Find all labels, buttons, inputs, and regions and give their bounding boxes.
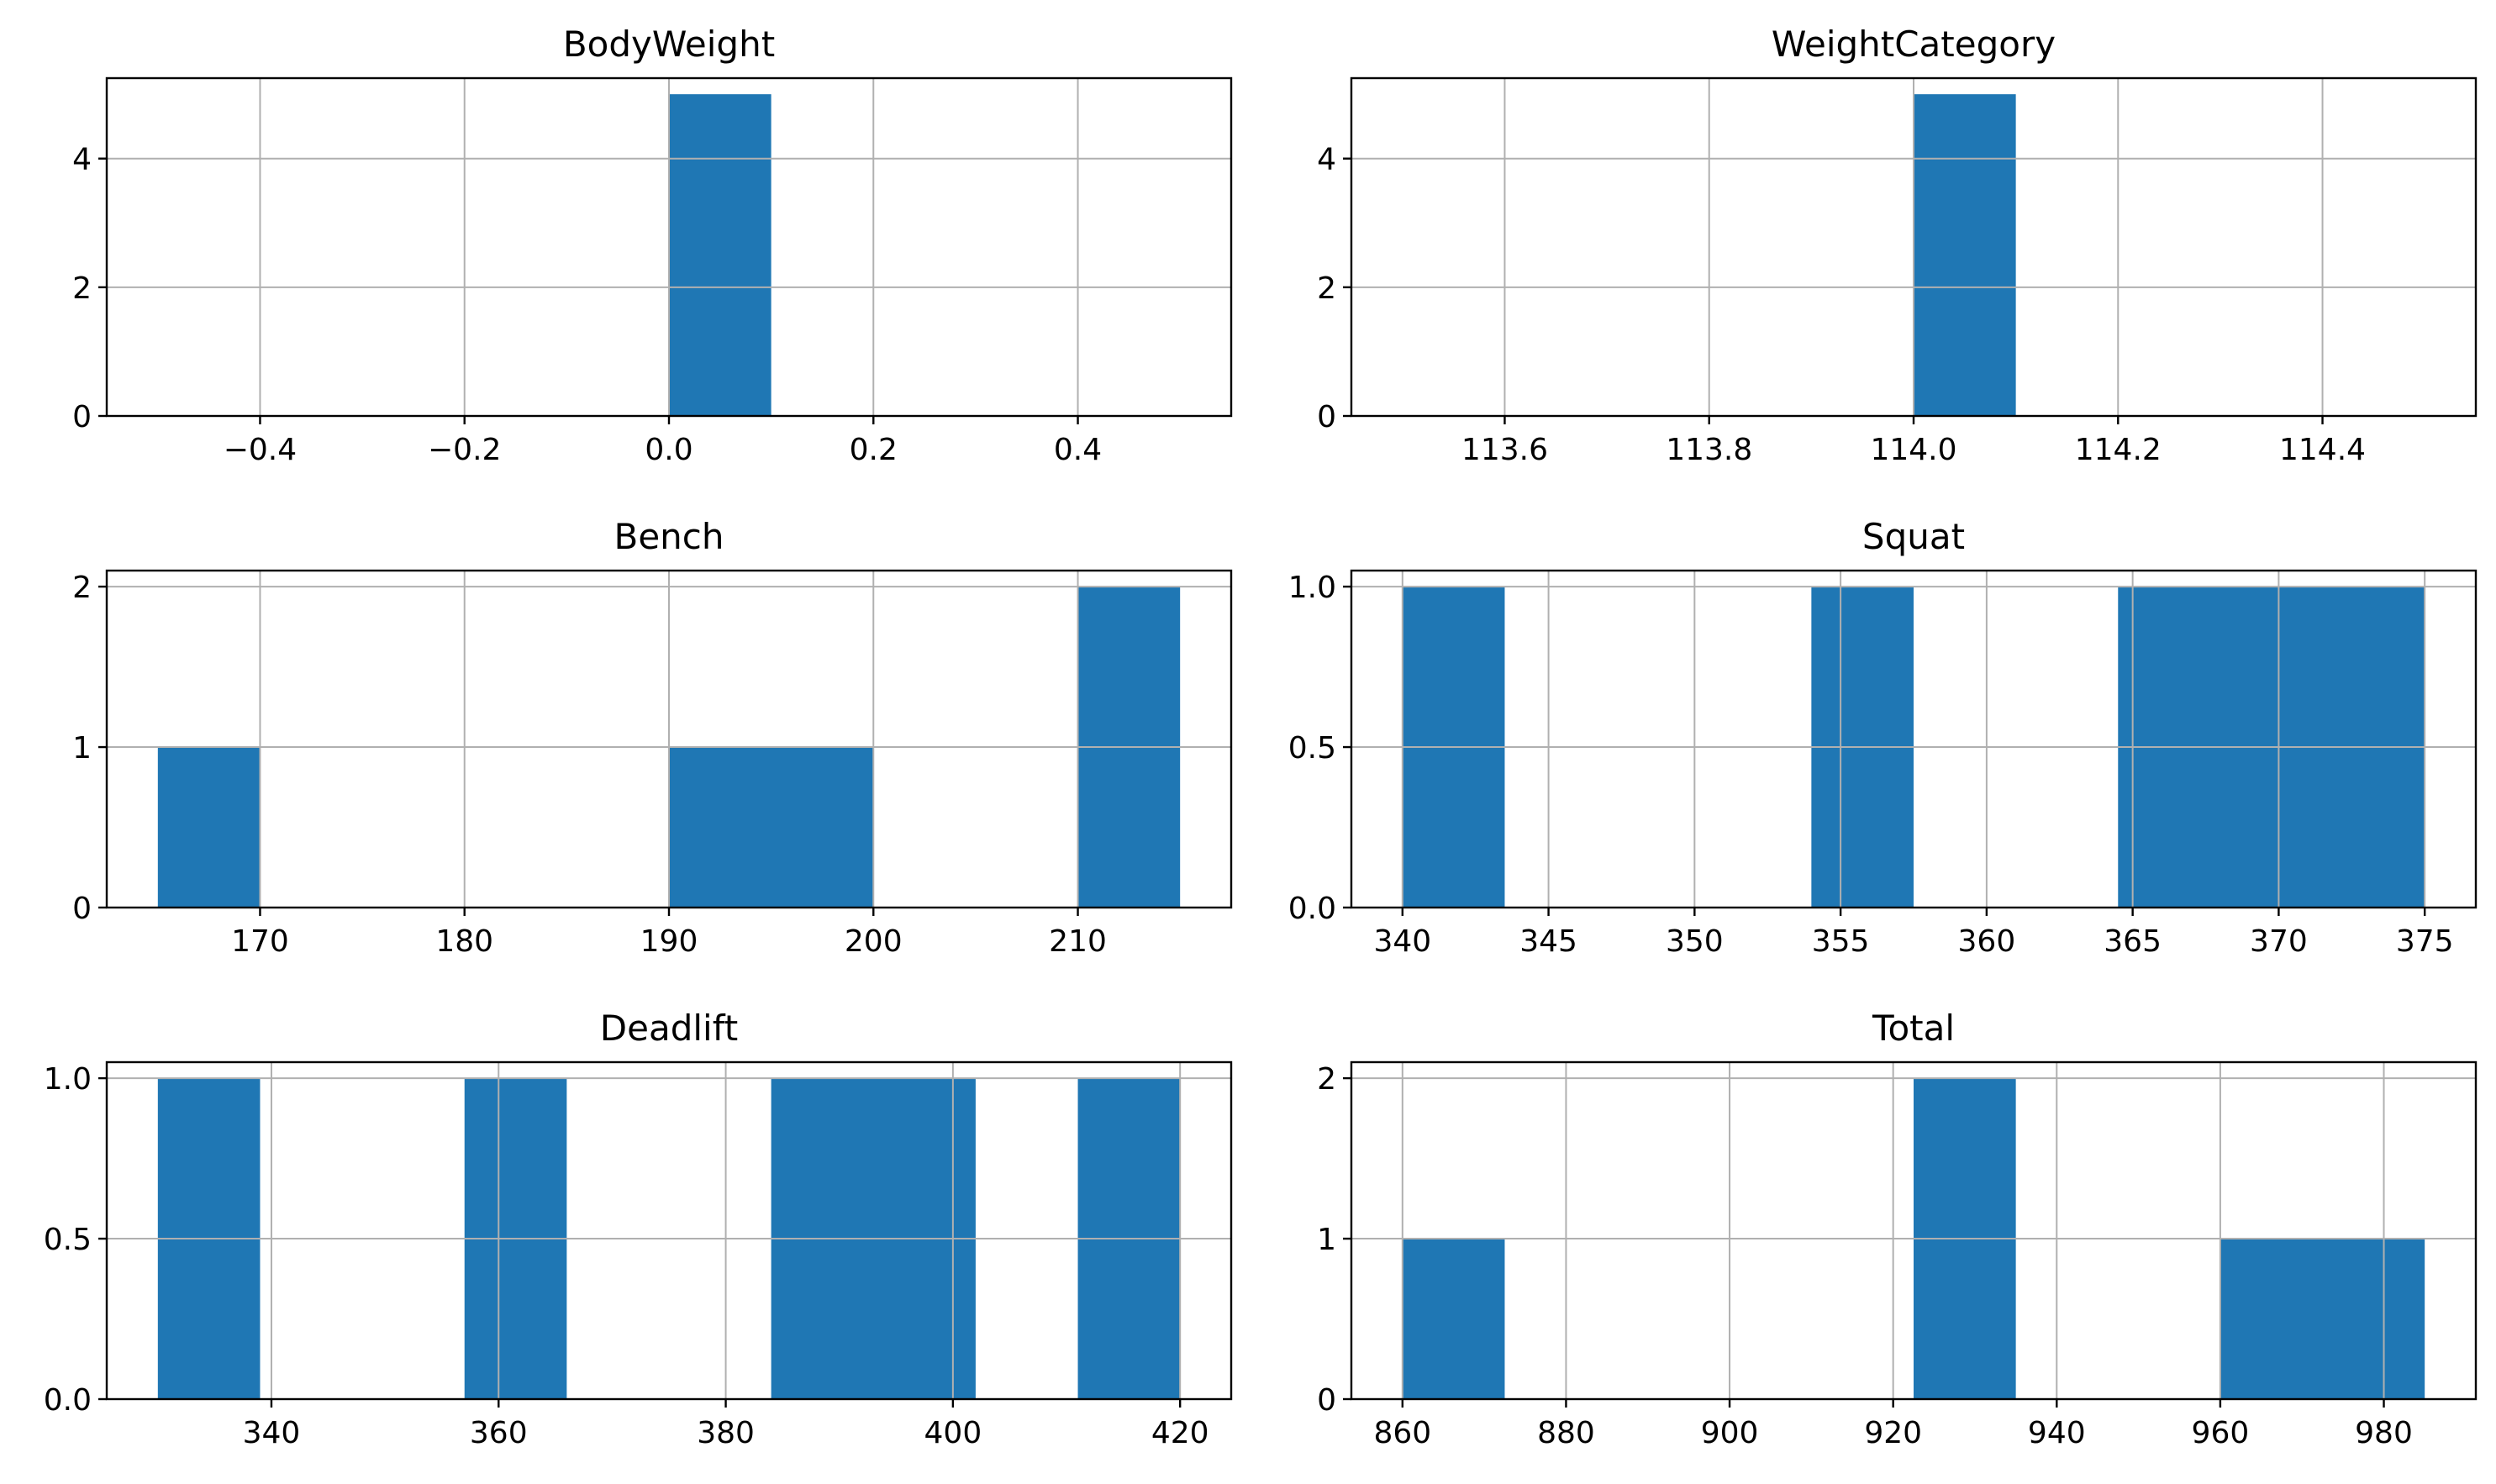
squat-x-tick-label: 340 [1373,924,1431,959]
weightcategory-subplot: WeightCategory 113.6 113.8 114.0 114.2 114.4 0… [1317,24,2478,467]
bench-bar [157,747,261,908]
bench-y-tick-label: 2 [72,571,92,605]
squat-x-tick-label: 350 [1666,924,1724,959]
squat-title: Squat [1862,516,1965,557]
bodyweight-y-tick-label: 2 [72,271,92,306]
squat-x-tick-label: 360 [1958,924,2016,959]
weightcategory-x-tick-label: 114.4 [2279,433,2366,467]
deadlift-subplot: Deadlift 340 360 380 400 420 0.0 0.5 1.0 [44,1008,1233,1450]
deadlift-y-tick-label: 1.0 [44,1062,92,1097]
weightcategory-bar [1914,94,2016,417]
total-x-tick-label: 920 [1864,1416,1922,1450]
bench-subplot: Bench 170 180 190 200 210 0 1 2 [72,516,1233,959]
bodyweight-subplot: BodyWeight −0.4 −0.2 0.0 0.2 0.4 0 2 4 [72,24,1233,467]
bodyweight-y-tick-label: 0 [72,400,92,434]
deadlift-y-tick-label: 0.0 [44,1383,92,1418]
weightcategory-x-tick-label: 113.6 [1461,433,1548,467]
deadlift-title: Deadlift [600,1008,738,1049]
deadlift-x-tick-label: 340 [243,1416,301,1450]
deadlift-x-tick-label: 400 [924,1416,982,1450]
total-x-tick-label: 880 [1537,1416,1595,1450]
weightcategory-x-tick-label: 114.0 [1870,433,1956,467]
deadlift-x-tick-label: 360 [470,1416,528,1450]
bench-x-tick-label: 200 [845,924,903,959]
total-x-tick-label: 960 [2192,1416,2250,1450]
squat-x-tick-label: 375 [2396,924,2454,959]
bench-bar [669,747,874,908]
total-x-tick-label: 860 [1373,1416,1431,1450]
total-bar [1402,1239,1505,1399]
total-bar [2220,1239,2425,1399]
bench-y-tick-label: 0 [72,892,92,926]
squat-y-tick-label: 1.0 [1288,571,1336,605]
bodyweight-x-tick-label: −0.4 [224,433,297,467]
bodyweight-bar [669,94,771,417]
weightcategory-title: WeightCategory [1772,24,2056,65]
deadlift-axes-frame [105,1060,1233,1401]
squat-x-tick-label: 345 [1519,924,1577,959]
weightcategory-y-tick-label: 4 [1317,143,1336,177]
squat-x-tick-label: 370 [2250,924,2308,959]
total-axes-frame [1350,1060,2478,1401]
total-x-tick-label: 980 [2355,1416,2413,1450]
deadlift-y-tick-label: 0.5 [44,1223,92,1257]
total-y-tick-label: 2 [1317,1062,1336,1097]
squat-axes-frame [1350,569,2478,909]
total-x-tick-label: 900 [1701,1416,1759,1450]
bench-x-tick-label: 180 [435,924,493,959]
bodyweight-x-tick-label: −0.2 [428,433,501,467]
squat-subplot: Squat 340 345 350 355 360 365 370 375 0.0 0.5 1.0 [1288,516,2478,959]
weightcategory-x-tick-label: 113.8 [1666,433,1752,467]
squat-y-tick-label: 0.0 [1288,892,1336,926]
weightcategory-y-tick-label: 2 [1317,271,1336,306]
total-y-tick-label: 1 [1317,1223,1336,1257]
bodyweight-title: BodyWeight [563,24,775,65]
bodyweight-x-tick-label: 0.4 [1054,433,1102,467]
deadlift-x-tick-label: 420 [1151,1416,1209,1450]
bench-y-tick-label: 1 [72,731,92,766]
bodyweight-x-tick-label: 0.0 [645,433,692,467]
bench-x-tick-label: 190 [640,924,698,959]
weightcategory-x-tick-label: 114.2 [2075,433,2162,467]
total-y-tick-label: 0 [1317,1383,1336,1418]
squat-y-tick-label: 0.5 [1288,731,1336,766]
deadlift-x-tick-label: 380 [697,1416,755,1450]
weightcategory-y-tick-label: 0 [1317,400,1336,434]
total-x-tick-label: 940 [2028,1416,2086,1450]
squat-x-tick-label: 365 [2104,924,2162,959]
total-title: Total [1872,1008,1955,1049]
bodyweight-x-tick-label: 0.2 [850,433,898,467]
bench-x-tick-label: 170 [231,924,289,959]
total-subplot: Total 860 880 900 920 940 960 980 0 1 2 [1317,1008,2478,1450]
bench-x-tick-label: 210 [1049,924,1107,959]
bench-title: Bench [614,516,724,557]
bodyweight-y-tick-label: 4 [72,143,92,177]
squat-x-tick-label: 355 [1812,924,1870,959]
